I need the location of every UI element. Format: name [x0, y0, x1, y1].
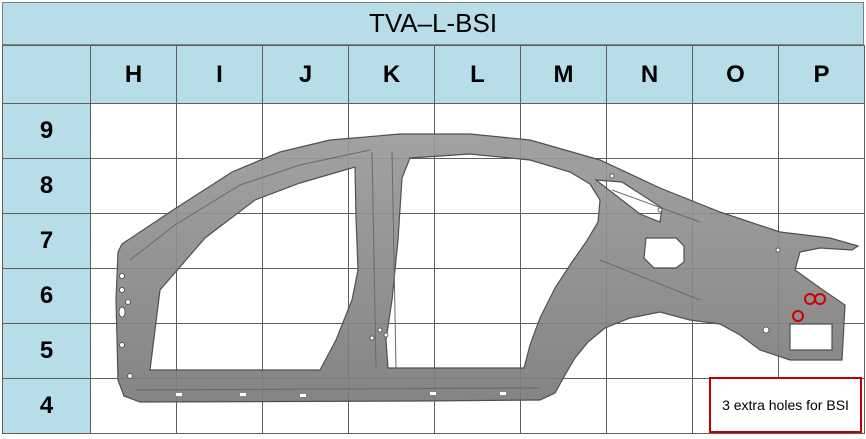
grid-cell: [520, 378, 607, 434]
grid-cell: [348, 323, 435, 379]
grid-cell: [348, 213, 435, 269]
column-header-j: J: [262, 45, 349, 104]
grid-cell: [692, 323, 779, 379]
grid-cell: [90, 158, 177, 214]
grid-row-9: 9: [2, 103, 865, 159]
row-header-6: 6: [2, 268, 91, 324]
bsi-callout-box: 3 extra holes for BSI: [709, 377, 862, 433]
column-header-k: K: [348, 45, 435, 104]
grid-cell: [262, 268, 349, 324]
grid-cell: [262, 103, 349, 159]
grid-cell: [262, 213, 349, 269]
diagram-title: TVA–L-BSI: [2, 2, 864, 45]
grid-cell: [692, 158, 779, 214]
grid-row-8: 8: [2, 158, 865, 214]
grid-row-6: 6: [2, 268, 865, 324]
bsi-callout-text: 3 extra holes for BSI: [722, 396, 849, 413]
grid-cell: [348, 103, 435, 159]
grid-cell: [90, 268, 177, 324]
grid-cell: [606, 213, 693, 269]
grid-cell: [176, 378, 263, 434]
grid-cell: [520, 323, 607, 379]
row-header-7: 7: [2, 213, 91, 269]
grid-cell: [778, 268, 865, 324]
grid-cell: [606, 268, 693, 324]
column-header-i: I: [176, 45, 263, 104]
grid-cell: [434, 103, 521, 159]
grid-cell: [434, 323, 521, 379]
row-header-4: 4: [2, 378, 91, 434]
grid-cell: [606, 323, 693, 379]
grid-cell: [176, 158, 263, 214]
grid-cell: [90, 323, 177, 379]
column-header-row: H I J K L M N O P: [2, 45, 865, 104]
grid-cell: [176, 323, 263, 379]
grid-cell: [520, 103, 607, 159]
grid-cell: [90, 378, 177, 434]
row-header-9: 9: [2, 103, 91, 159]
grid-cell: [692, 103, 779, 159]
grid-cell: [778, 213, 865, 269]
grid-cell: [262, 378, 349, 434]
grid-cell: [434, 158, 521, 214]
grid-cell: [434, 213, 521, 269]
grid-cell: [606, 378, 693, 434]
grid-cell: [348, 378, 435, 434]
grid-cell: [348, 158, 435, 214]
column-header-h: H: [90, 45, 177, 104]
grid-cell: [434, 378, 521, 434]
column-header-n: N: [606, 45, 693, 104]
column-header-l: L: [434, 45, 521, 104]
grid-cell: [606, 103, 693, 159]
grid-cell: [692, 268, 779, 324]
row-header-8: 8: [2, 158, 91, 214]
grid-cell: [606, 158, 693, 214]
grid-cell: [262, 323, 349, 379]
grid-cell: [692, 213, 779, 269]
column-header-p: P: [778, 45, 865, 104]
grid-cell: [778, 103, 865, 159]
grid-cell: [176, 103, 263, 159]
grid-cell: [176, 268, 263, 324]
grid-cell: [520, 268, 607, 324]
grid-cell: [778, 158, 865, 214]
grid-cell: [90, 103, 177, 159]
grid-cell: [176, 213, 263, 269]
grid-cell: [520, 213, 607, 269]
grid-row-5: 5: [2, 323, 865, 379]
grid-cell: [520, 158, 607, 214]
grid-table: H I J K L M N O P 9 8 7 6: [2, 45, 865, 434]
column-header-m: M: [520, 45, 607, 104]
row-header-5: 5: [2, 323, 91, 379]
column-header-o: O: [692, 45, 779, 104]
grid-row-7: 7: [2, 213, 865, 269]
corner-cell: [2, 45, 91, 104]
grid-cell: [262, 158, 349, 214]
grid-cell: [778, 323, 865, 379]
grid-cell: [348, 268, 435, 324]
grid-cell: [434, 268, 521, 324]
grid-cell: [90, 213, 177, 269]
